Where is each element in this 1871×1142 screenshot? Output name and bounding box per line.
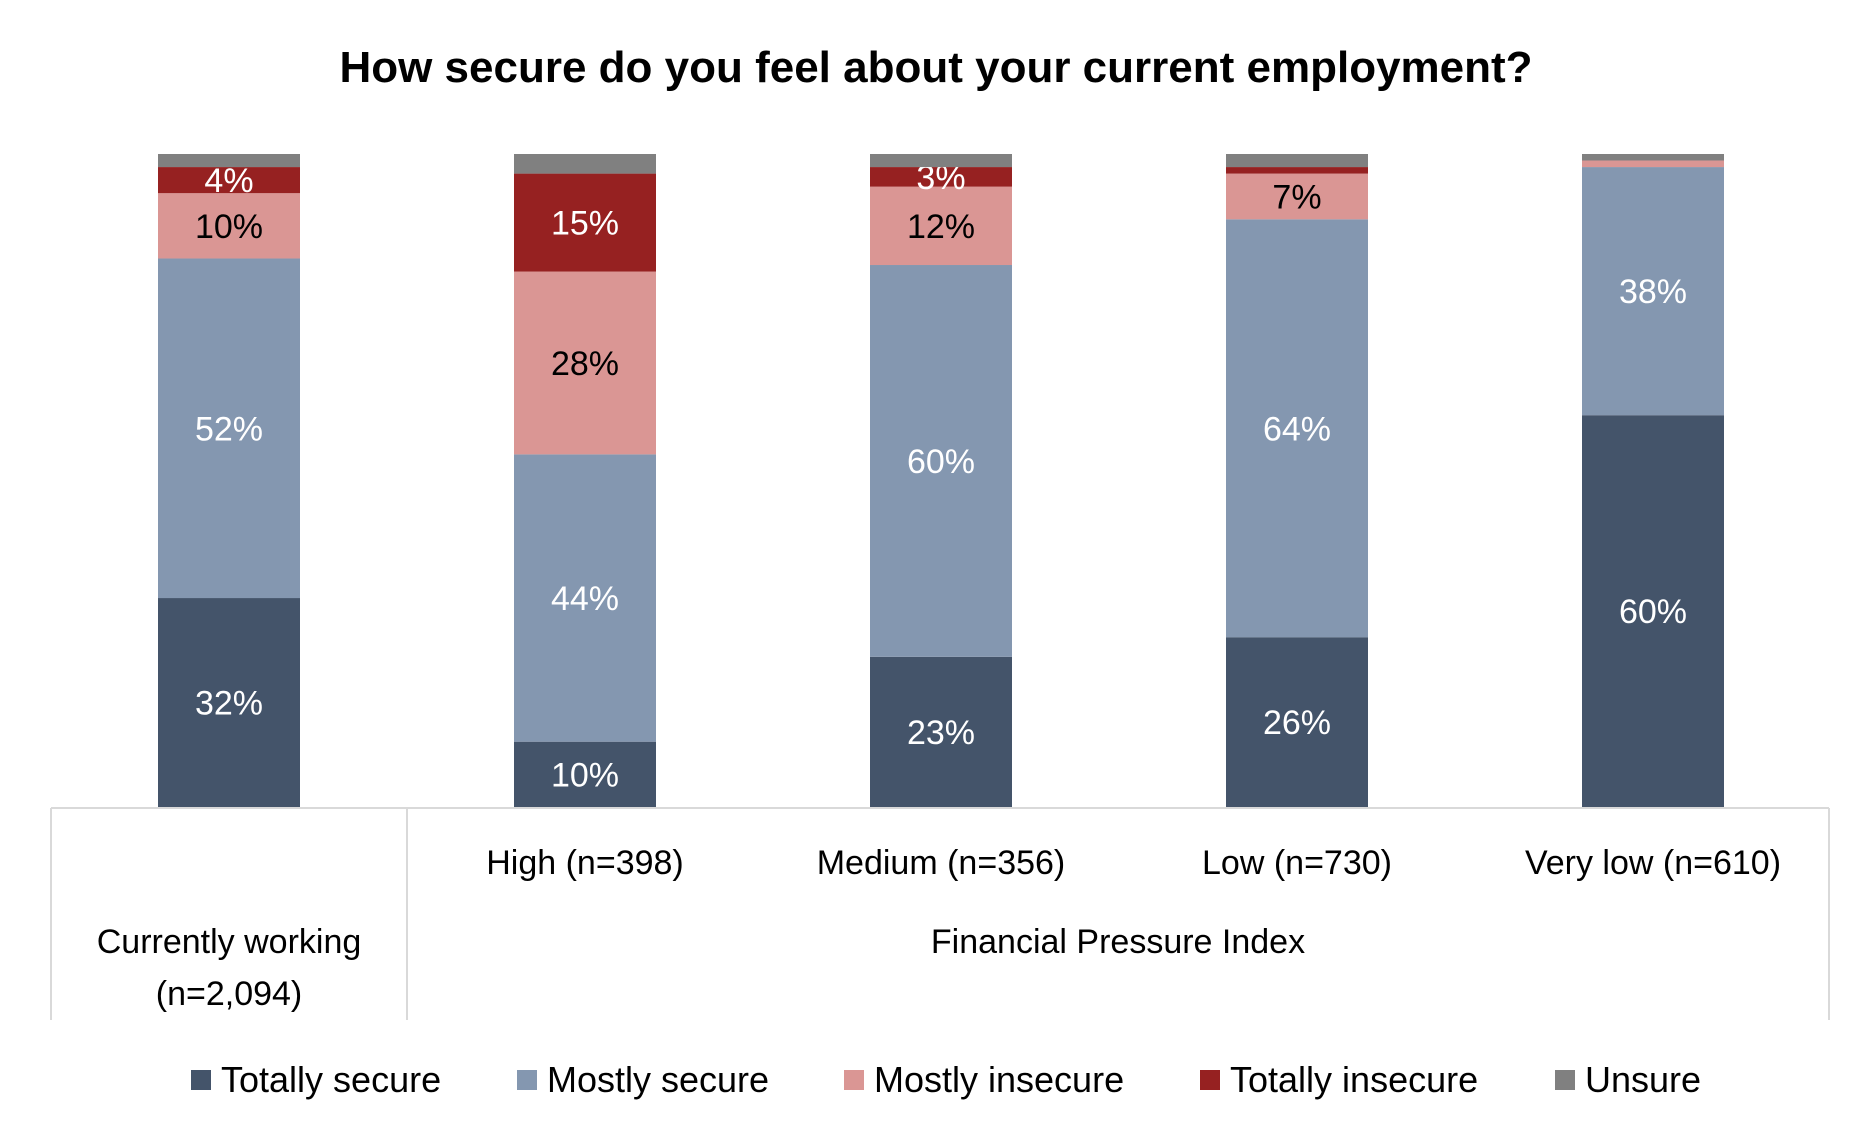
bar-segment-mostly-secure-4 [1582, 167, 1724, 416]
bar-segment-mostly-insecure-0 [158, 193, 300, 259]
bar-segment-mostly-secure-0 [158, 258, 300, 599]
bar-segment-unsure-2 [870, 154, 1012, 168]
bar-segment-totally-secure-1 [514, 741, 656, 807]
data-label: 10% [551, 756, 619, 794]
data-label: 28% [551, 345, 619, 383]
legend-label: Unsure [1585, 1059, 1701, 1100]
bar-segment-totally-insecure-0 [158, 167, 300, 194]
legend-swatch [191, 1070, 211, 1090]
bar-segment-mostly-secure-1 [514, 454, 656, 742]
data-label: 64% [1263, 410, 1331, 448]
category-label: Medium (n=356) [817, 844, 1066, 882]
bar-segment-unsure-3 [1226, 154, 1368, 168]
bar-segment-totally-insecure-1 [514, 173, 656, 272]
data-label: 52% [195, 410, 263, 448]
data-label: 10% [195, 208, 263, 246]
bar-segment-mostly-insecure-3 [1226, 173, 1368, 220]
legend-label: Mostly insecure [874, 1059, 1124, 1100]
bar-segment-unsure-0 [158, 154, 300, 168]
bar-segment-totally-secure-2 [870, 656, 1012, 807]
legend-label: Totally insecure [1230, 1059, 1478, 1100]
category-axis: Currently working (n=2,094) High (n=398) Me… [50, 807, 1830, 1020]
category-label: Low (n=730) [1202, 844, 1392, 882]
group-label: Financial Pressure Index [931, 923, 1305, 961]
data-label: 60% [907, 443, 975, 481]
data-label: 12% [907, 208, 975, 246]
data-label: 15% [551, 205, 619, 243]
legend-label: Totally secure [221, 1059, 441, 1100]
bar-segment-totally-secure-4 [1582, 415, 1724, 807]
data-label: 32% [195, 685, 263, 723]
bar-segment-mostly-insecure-4 [1582, 160, 1724, 168]
bars-layer: 32%52%10%4%10%44%28%15%23%60%12%3%26%64%… [158, 154, 1724, 807]
category-label: Very low (n=610) [1525, 844, 1781, 882]
bar-segment-mostly-secure-2 [870, 265, 1012, 657]
chart-title: How secure do you feel about your curren… [339, 43, 1532, 92]
bar-segment-unsure-1 [514, 154, 656, 174]
bar-segment-totally-secure-3 [1226, 637, 1368, 807]
data-label: 7% [1272, 178, 1321, 216]
legend-label: Mostly secure [547, 1059, 769, 1100]
bar-segment-totally-insecure-2 [870, 167, 1012, 187]
bar-segment-mostly-insecure-2 [870, 186, 1012, 266]
legend-swatch [1200, 1070, 1220, 1090]
bar-segment-totally-insecure-3 [1226, 167, 1368, 174]
data-label: 26% [1263, 704, 1331, 742]
data-label: 44% [551, 580, 619, 618]
category-label: High (n=398) [486, 844, 684, 882]
legend-swatch [844, 1070, 864, 1090]
bar-segment-mostly-insecure-1 [514, 271, 656, 455]
legend-swatch [1555, 1070, 1575, 1090]
legend: Totally secure Mostly secure Mostly insecu… [191, 1059, 1701, 1100]
legend-swatch [517, 1070, 537, 1090]
bar-segment-totally-secure-0 [158, 598, 300, 807]
data-label: 4% [204, 162, 253, 200]
category-label: Currently working [97, 923, 362, 961]
data-label: 38% [1619, 273, 1687, 311]
bar-segment-unsure-4 [1582, 154, 1724, 161]
category-label: (n=2,094) [156, 975, 303, 1013]
bar-segment-mostly-secure-3 [1226, 219, 1368, 638]
data-label: 23% [907, 714, 975, 752]
data-label: 60% [1619, 593, 1687, 631]
